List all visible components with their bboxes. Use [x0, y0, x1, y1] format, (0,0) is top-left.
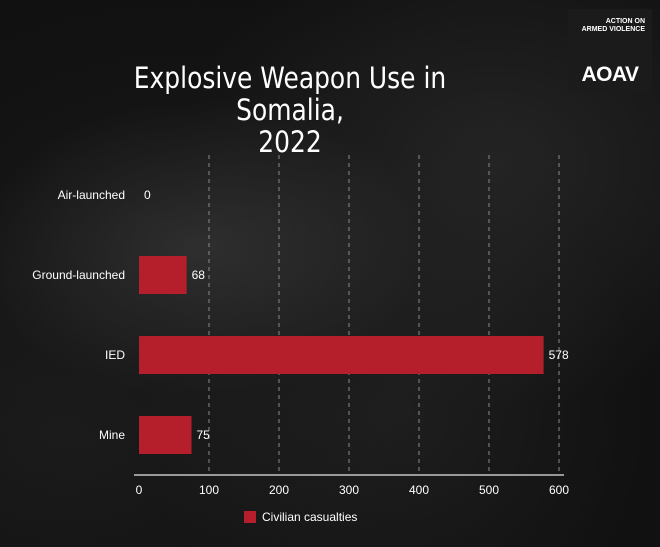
- logo-org-line-2: ARMED VIOLENCE: [581, 26, 645, 33]
- legend-swatch: [244, 511, 256, 523]
- legend-label: Civilian casualties: [262, 510, 357, 524]
- bar-ied: [139, 336, 544, 374]
- x-tick-label: 200: [269, 483, 289, 497]
- bar-ground-launched: [139, 256, 187, 294]
- x-tick-label: 100: [199, 483, 219, 497]
- x-tick-label: 400: [409, 483, 429, 497]
- value-label: 578: [549, 348, 569, 362]
- chart-title: Explosive Weapon Use in Somalia, 2022: [92, 62, 488, 158]
- category-label: Ground-launched: [32, 268, 125, 282]
- logo-org-line-1: ACTION ON: [605, 18, 645, 25]
- x-tick-label: 500: [479, 483, 499, 497]
- x-tick-label: 600: [549, 483, 569, 497]
- category-label: Air-launched: [58, 188, 125, 202]
- value-label: 68: [192, 268, 206, 282]
- x-tick-label: 0: [136, 483, 143, 497]
- value-label: 75: [197, 428, 211, 442]
- aoav-logo: ACTION ON ARMED VIOLENCE AOAV: [568, 9, 652, 92]
- logo-mark: AOAV: [581, 63, 639, 86]
- chart-title-line-2: 2022: [258, 125, 322, 159]
- chart-title-line-1: Explosive Weapon Use in Somalia,: [133, 61, 447, 127]
- x-tick-label: 300: [339, 483, 359, 497]
- value-label: 0: [144, 188, 151, 202]
- category-label: IED: [105, 348, 125, 362]
- logo-org-name: ACTION ON ARMED VIOLENCE: [582, 18, 645, 34]
- bar-mine: [139, 416, 192, 454]
- category-label: Mine: [99, 428, 125, 442]
